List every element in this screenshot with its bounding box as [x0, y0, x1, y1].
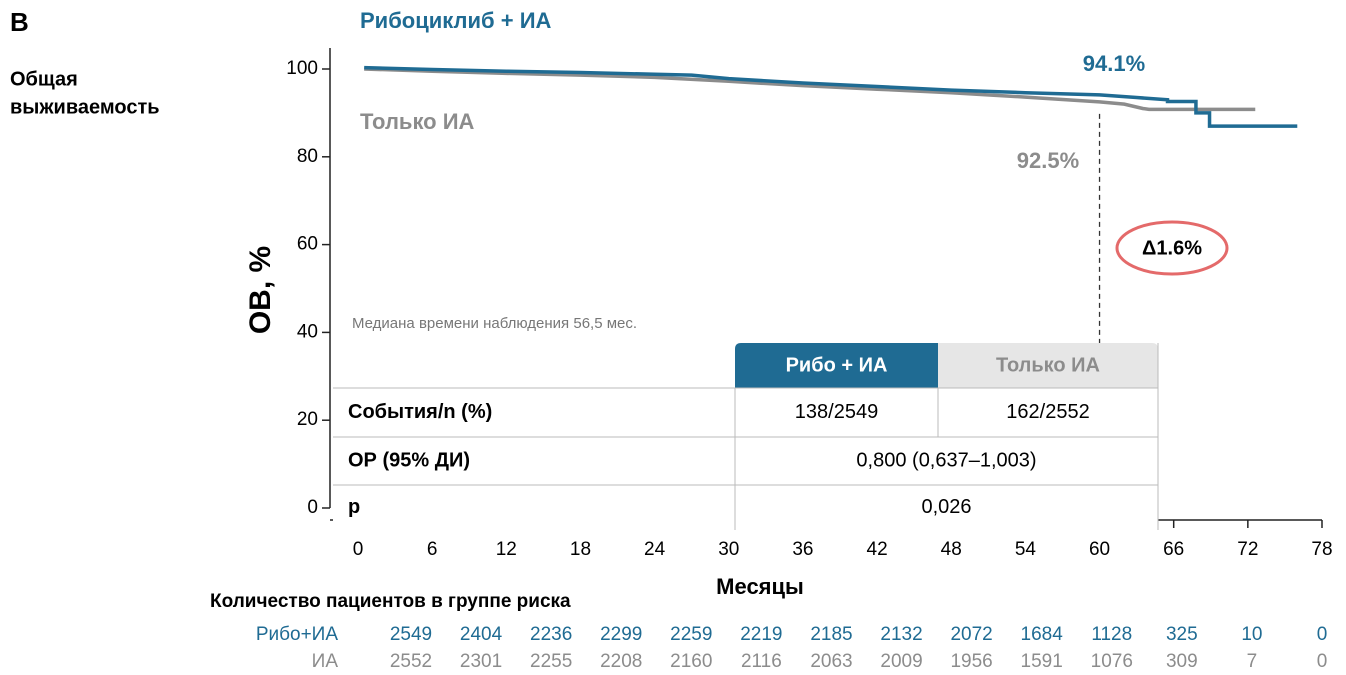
- table-header: Только ИА: [996, 354, 1100, 376]
- x-tick-label: 42: [867, 539, 888, 560]
- at-risk-name: Рибо+ИА: [256, 624, 338, 645]
- x-tick-label: 36: [792, 539, 813, 560]
- at-risk-value: 1591: [1021, 651, 1063, 672]
- at-risk-value: 2255: [530, 651, 572, 672]
- at-risk-value: 0: [1317, 651, 1328, 672]
- y-tick-label: 0: [307, 497, 318, 518]
- table-cell: 0,800 (0,637–1,003): [856, 449, 1036, 471]
- side-title: Общая: [10, 68, 78, 90]
- x-tick-label: 48: [941, 539, 962, 560]
- panel-label: B: [10, 7, 29, 37]
- x-tick-label: 24: [644, 539, 666, 560]
- y-tick-label: 60: [297, 234, 318, 255]
- table-cell: 138/2549: [795, 401, 878, 423]
- x-tick-label: 0: [353, 539, 364, 560]
- table-header-cell: [735, 343, 938, 388]
- at-risk-value: 325: [1166, 624, 1198, 645]
- x-tick-label: 54: [1015, 539, 1037, 560]
- annotation: Δ1.6%: [1142, 237, 1202, 259]
- at-risk-value: 10: [1241, 624, 1262, 645]
- x-tick-label: 72: [1237, 539, 1258, 560]
- at-risk-value: 2219: [740, 624, 782, 645]
- at-risk-value: 2009: [880, 651, 922, 672]
- at-risk-value: 2132: [880, 624, 922, 645]
- x-tick-label: 78: [1311, 539, 1332, 560]
- at-risk-value: 2236: [530, 624, 572, 645]
- at-risk-value: 1956: [950, 651, 992, 672]
- table-row-label: ОР (95% ДИ): [348, 449, 470, 471]
- at-risk-value: 2208: [600, 651, 642, 672]
- x-tick-label: 6: [427, 539, 438, 560]
- at-risk-value: 2072: [950, 624, 992, 645]
- y-tick-label: 20: [297, 409, 318, 430]
- y-tick-label: 40: [297, 321, 318, 342]
- survival-curve: [364, 67, 1256, 112]
- table-cell: 162/2552: [1006, 401, 1089, 423]
- x-tick-label: 12: [496, 539, 517, 560]
- at-risk-value: 2259: [670, 624, 712, 645]
- table-header-cell: [938, 343, 1158, 388]
- at-risk-value: 1684: [1021, 624, 1064, 645]
- at-risk-value: 2063: [810, 651, 852, 672]
- annotation: 94.1%: [1083, 51, 1145, 76]
- at-risk-value: 2301: [460, 651, 502, 672]
- at-risk-value: 2404: [460, 624, 503, 645]
- at-risk-value: 2185: [810, 624, 852, 645]
- side-title: выживаемость: [10, 96, 160, 118]
- x-tick-label: 30: [718, 539, 739, 560]
- table-row-label: События/n (%): [348, 401, 492, 423]
- y-tick-label: 100: [286, 58, 318, 79]
- x-tick-label: 18: [570, 539, 591, 560]
- at-risk-value: 1076: [1091, 651, 1133, 672]
- highlight: [1115, 220, 1229, 276]
- x-tick-label: 60: [1089, 539, 1110, 560]
- annotation: Медиана времени наблюдения 56,5 мес.: [352, 315, 637, 332]
- at-risk-value: 2299: [600, 624, 642, 645]
- table-row-label: p: [348, 496, 360, 518]
- legend-label: Только ИА: [360, 109, 475, 134]
- table-bg: [333, 388, 1158, 530]
- at-risk-title: Количество пациентов в группе риска: [210, 591, 571, 612]
- y-tick-label: 80: [297, 146, 318, 167]
- y-axis-label: ОВ, %: [244, 246, 277, 334]
- survival-curve: [364, 65, 1298, 128]
- at-risk-value: 2549: [390, 624, 432, 645]
- at-risk-value: 2160: [670, 651, 712, 672]
- at-risk-value: 7: [1247, 651, 1258, 672]
- x-axis-label: Месяцы: [716, 574, 804, 599]
- table-header: Рибо + ИА: [786, 354, 888, 376]
- at-risk-name: ИА: [312, 651, 339, 672]
- at-risk-value: 1128: [1091, 624, 1132, 645]
- at-risk-value: 309: [1166, 651, 1198, 672]
- legend-label: Рибоциклиб + ИА: [360, 8, 552, 33]
- at-risk-value: 2552: [390, 651, 432, 672]
- annotation: 92.5%: [1017, 148, 1079, 173]
- at-risk-value: 0: [1317, 624, 1328, 645]
- table-cell: 0,026: [921, 496, 971, 518]
- at-risk-value: 2116: [741, 651, 782, 672]
- x-tick-label: 66: [1163, 539, 1184, 560]
